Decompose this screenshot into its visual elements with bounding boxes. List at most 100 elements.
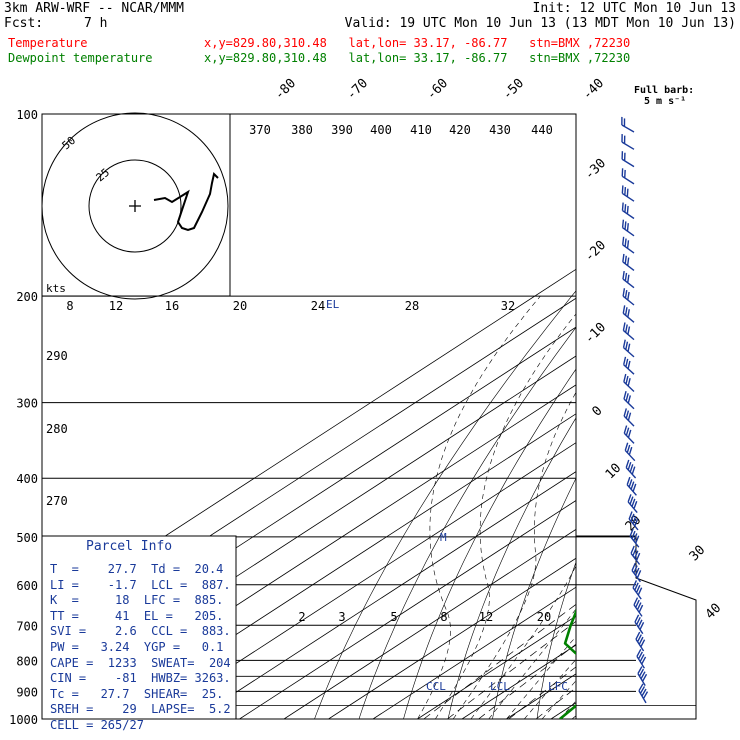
parcel-info-row: LI = -1.7 LCL = 887. [50,577,231,592]
wind-barb [635,631,646,652]
isotherm-line [239,500,576,719]
wind-speed-label: 24 [311,299,325,313]
wind-barb [626,476,637,496]
pressure-label: 1000 [9,713,38,727]
wind-barb [622,270,635,289]
pressure-label: 500 [16,531,38,545]
moist-adiabat-line [506,635,576,719]
barb-legend-title: Full barb: [634,85,695,96]
isotherm-line [42,268,576,617]
wind-barb [621,168,635,185]
wind-barb [621,202,635,220]
lfc-marker: LFC [548,680,568,693]
isotherm-line [194,471,576,719]
isotherm-label: -20 [582,238,609,265]
isotherm-line [550,702,576,719]
isotherm-label: -70 [344,76,371,103]
isotherm-label: -40 [580,76,607,103]
dewpoint-location: x,y=829.80,310.48 lat,lon= 33.17, -86.77… [204,51,631,65]
wind-barb [623,391,635,410]
isotherm-label: -60 [424,76,451,103]
wind-barb [621,185,635,202]
isotherm-label: 10 [603,461,625,483]
theta-label-left: 290 [46,349,68,363]
mixing-ratio-label: 2 [298,610,305,624]
moist-adiabat-line [524,659,576,719]
theta-label: 410 [410,123,432,137]
isotherm-line [328,557,576,719]
mixing-ratio-line [535,687,576,719]
wind-barb [622,322,635,341]
isotherm-line [417,615,576,719]
wind-barb [622,236,635,254]
wind-speed-label: 16 [165,299,179,313]
wind-barb [622,288,635,306]
mixing-ratio-label: 20 [537,610,551,624]
wind-speed-label: 12 [109,299,123,313]
parcel-info-row: Tc = 27.7 SHEAR= 25. [50,686,224,701]
pressure-label: 900 [16,685,38,699]
isotherm-line [640,114,740,719]
parcel-info-row: CIN = -81 HWBZ= 3263. [50,671,231,686]
wind-speed-label: 28 [405,299,419,313]
theta-label: 390 [331,123,353,137]
isotherm-label: 40 [703,601,725,623]
isotherm-line [685,114,740,719]
wind-barb [624,442,636,462]
theta-label: 370 [249,123,271,137]
theta-label: 430 [489,123,511,137]
moist-adiabat-line [470,565,576,719]
parcel-info-row: K = 18 LFC = 885. [50,593,224,608]
parcel-info-row: PW = 3.24 YGP = 0.1 [50,640,224,654]
isotherm-line [105,413,576,719]
wind-barb [636,649,647,669]
moist-adiabat-line [488,608,576,719]
parcel-info-row: SVI = 2.6 CCL = 883. [50,624,231,639]
dewpoint-legend: Dewpoint temperature [8,51,153,65]
isotherm-label: -50 [500,76,527,103]
dewpoint-profile [559,608,576,719]
wind-barb [638,683,649,704]
wind-barb [637,666,648,686]
dry-adiabat-line [714,114,740,719]
ccl-marker: CCL [426,680,446,693]
temperature-location: x,y=829.80,310.48 lat,lon= 33.17, -86.77… [204,36,631,50]
init-time: Init: 12 UTC Mon 10 Jun 13 [532,1,737,16]
wind-barb [632,580,643,600]
wind-barb [633,597,644,617]
mixing-ratio-label: 8 [440,610,447,624]
pressure-label: 300 [16,397,38,411]
moist-adiabat-line [596,296,740,719]
wind-barb [623,408,635,427]
lcl-marker: LCL [490,680,510,693]
parcel-info-row: T = 27.7 Td = 20.4 [50,562,224,576]
wind-speed-label: 8 [66,299,73,313]
temperature-profile [596,114,740,719]
isotherm-label: -30 [582,156,609,183]
mixing-ratio-label: 12 [479,610,493,624]
moist-adiabat-line [417,295,541,719]
pressure-label: 800 [16,654,38,668]
moist-adiabat-line [578,296,740,719]
forecast-label: Fcst: [4,16,44,31]
hodograph-frame [41,113,231,297]
isotherm-label: 30 [687,543,709,565]
theta-label-left: 270 [46,494,68,508]
mixing-ratio-label: 5 [390,610,397,624]
mixing-ratio-label: 3 [338,610,345,624]
wind-barb [625,459,637,479]
isotherm-line [596,114,740,719]
dry-adiabat-line [358,326,576,719]
el-marker: EL [326,298,340,311]
wind-barb [627,494,638,514]
hodograph-trace [153,172,219,232]
isotherm-line [150,442,576,719]
wind-barb [621,219,635,237]
wind-barb [622,305,635,323]
parcel-info-row: SREH = 29 LAPSE= 5.2 [50,702,231,717]
wind-barb [623,425,635,444]
parcel-info-frame [41,535,237,720]
hodograph-unit-label: kts [46,282,66,295]
m-marker: M [440,531,447,544]
